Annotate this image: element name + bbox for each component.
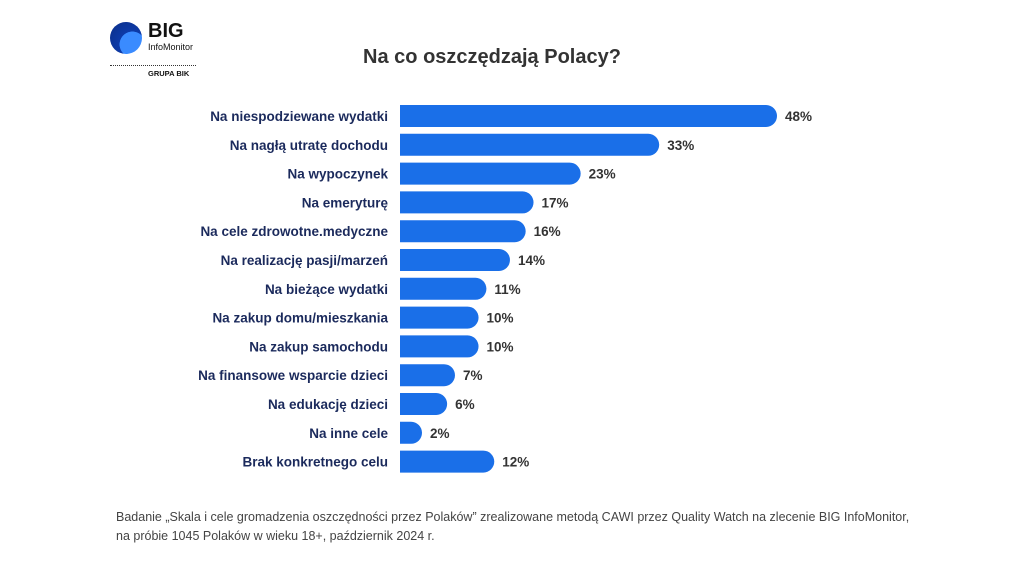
value-label: 23%: [589, 167, 616, 182]
bar: [389, 450, 495, 473]
bar: [389, 364, 455, 387]
big-infomonitor-logo: BIG InfoMonitor GRUPA BIK: [110, 20, 200, 82]
footnote: Badanie „Skala i cele gromadzenia oszczę…: [116, 510, 910, 543]
category-label: Na niespodziewane wydatki: [210, 109, 388, 124]
category-label: Na realizację pasji/marzeń: [221, 253, 388, 268]
bar: [389, 220, 526, 243]
category-label: Na bieżące wydatki: [265, 282, 388, 297]
category-label: Na edukację dzieci: [268, 397, 388, 412]
logo-brand: BIG: [148, 20, 184, 42]
category-label: Na nagłą utratę dochodu: [230, 138, 388, 153]
bar-left-mask: [388, 363, 400, 388]
bar-left-mask: [388, 334, 400, 359]
value-label: 33%: [667, 138, 694, 153]
value-label: 17%: [542, 195, 569, 210]
logo-sub: InfoMonitor: [148, 42, 194, 52]
bar-left-mask: [388, 219, 400, 244]
category-label: Na emeryturę: [302, 195, 389, 210]
value-label: 7%: [463, 368, 483, 383]
bar-left-mask: [388, 420, 400, 445]
category-label: Na finansowe wsparcie dzieci: [198, 368, 388, 383]
chart-title: Na co oszczędzają Polacy?: [363, 46, 621, 68]
value-label: 10%: [487, 311, 514, 326]
bar-left-mask: [388, 161, 400, 186]
value-label: 16%: [534, 224, 561, 239]
category-label: Na cele zdrowotne.medyczne: [200, 224, 388, 239]
bar-left-mask: [388, 449, 400, 474]
value-label: 2%: [430, 426, 450, 441]
category-label: Na zakup domu/mieszkania: [212, 311, 388, 326]
value-label: 6%: [455, 397, 475, 412]
bar-left-mask: [388, 305, 400, 330]
value-label: 14%: [518, 253, 545, 268]
bar: [389, 191, 534, 214]
bar-left-mask: [388, 132, 400, 157]
bar: [389, 393, 448, 415]
bar-left-mask: [388, 276, 400, 301]
category-label: Brak konkretnego celu: [242, 455, 388, 470]
bar: [389, 249, 510, 271]
logo-group: GRUPA BIK: [148, 69, 190, 78]
category-label: Na inne cele: [309, 426, 388, 441]
bar: [389, 162, 581, 185]
logo-circle-icon: [110, 22, 142, 54]
bar: [389, 335, 479, 358]
value-label: 11%: [494, 282, 520, 297]
logo-divider: [110, 65, 196, 66]
bar-left-mask: [388, 190, 400, 215]
category-label: Na zakup samochodu: [249, 339, 388, 354]
bar: [389, 133, 660, 156]
bar-left-mask: [388, 392, 400, 416]
category-label: Na wypoczynek: [287, 167, 388, 182]
bar-left-mask: [388, 248, 400, 272]
value-label: 12%: [502, 455, 529, 470]
bar-left-mask: [388, 104, 400, 128]
bar: [389, 105, 777, 127]
bar: [389, 306, 479, 329]
value-label: 10%: [487, 339, 514, 354]
bar: [389, 277, 487, 300]
value-label: 48%: [785, 109, 812, 124]
